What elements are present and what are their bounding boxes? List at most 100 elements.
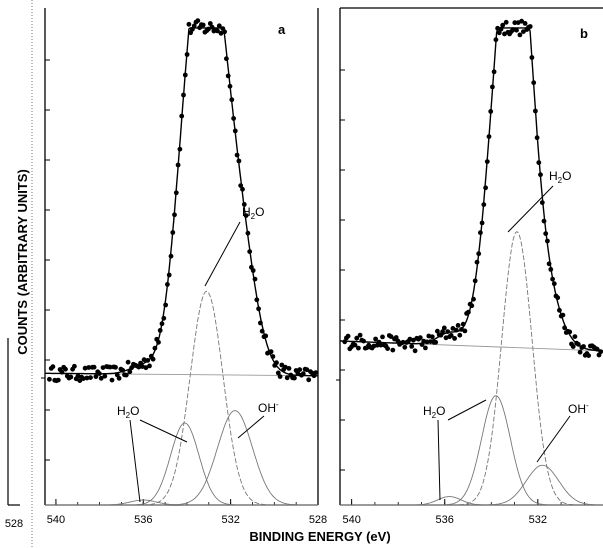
data-point <box>75 373 81 379</box>
component-peak-3 <box>340 464 603 506</box>
data-point <box>152 345 158 351</box>
annotation-label: H2O <box>549 169 571 185</box>
data-point <box>448 333 454 338</box>
data-point <box>385 346 390 351</box>
data-point <box>283 364 288 370</box>
x-tick-label: 532 <box>529 514 547 526</box>
data-point <box>445 329 451 334</box>
data-point <box>545 238 550 244</box>
data-point <box>161 315 167 321</box>
data-point <box>352 342 358 348</box>
data-point <box>270 354 276 359</box>
data-point <box>159 321 165 327</box>
data-point <box>150 356 156 362</box>
data-point <box>250 268 256 273</box>
x-tick-label: 536 <box>134 514 152 526</box>
data-point <box>240 186 245 192</box>
annotation-leader <box>507 185 554 233</box>
data-point <box>546 261 552 267</box>
data-point <box>86 365 92 370</box>
data-point <box>519 18 524 24</box>
data-point <box>172 212 177 218</box>
data-point <box>186 21 192 27</box>
data-point <box>218 30 224 36</box>
data-point <box>215 28 220 34</box>
data-point <box>493 37 499 43</box>
data-point <box>100 365 106 370</box>
data-point <box>354 335 360 341</box>
data-point <box>452 336 457 341</box>
annotation-leader <box>129 419 141 503</box>
component-peak-4 <box>340 496 603 506</box>
data-point <box>469 303 475 309</box>
left-stub-axes: 528 <box>5 0 33 548</box>
data-point <box>109 377 115 383</box>
data-point <box>286 366 292 371</box>
data-point <box>297 367 303 372</box>
data-point <box>93 374 99 379</box>
data-point <box>562 325 567 331</box>
data-point <box>229 97 235 103</box>
data-point <box>388 334 394 339</box>
data-point <box>550 276 555 282</box>
data-point <box>390 347 396 353</box>
data-point <box>503 19 509 25</box>
data-point <box>356 345 361 351</box>
data-point <box>234 152 240 158</box>
x-tick-label: 536 <box>436 514 454 526</box>
data-point <box>433 339 439 345</box>
data-point <box>455 323 461 328</box>
data-point <box>207 21 213 26</box>
annotation-leader <box>536 415 571 463</box>
data-point <box>483 185 488 191</box>
data-point <box>259 328 265 334</box>
data-point <box>512 20 518 26</box>
data-point <box>97 371 102 376</box>
data-point <box>429 334 435 340</box>
data-point <box>156 339 161 345</box>
x-tick-label: 540 <box>47 514 65 526</box>
data-point <box>357 332 363 338</box>
data-point <box>534 135 540 141</box>
data-point <box>572 334 578 339</box>
data-point <box>486 134 492 140</box>
data-point <box>560 312 566 318</box>
data-point <box>510 27 516 33</box>
data-point <box>279 362 285 368</box>
data-point <box>236 158 242 164</box>
data-point <box>277 374 283 379</box>
data-point <box>181 92 186 98</box>
data-point <box>548 267 554 272</box>
data-point <box>268 349 274 355</box>
left-stub-tick-label: 528 <box>5 518 23 530</box>
data-point <box>423 345 428 351</box>
data-point <box>55 377 61 383</box>
data-point <box>147 363 152 369</box>
component-peak-4 <box>45 499 318 506</box>
data-point <box>555 295 561 301</box>
data-point <box>570 344 576 349</box>
annotation-leader <box>139 419 188 443</box>
data-point <box>163 302 169 308</box>
data-point <box>460 321 466 327</box>
data-point <box>284 375 290 381</box>
data-point <box>173 190 179 196</box>
data-point <box>304 367 310 373</box>
data-point <box>466 309 471 315</box>
x-tick-label: 532 <box>221 514 239 526</box>
data-point <box>184 52 190 57</box>
data-point <box>116 375 122 381</box>
data-point <box>170 230 176 235</box>
data-point <box>313 370 319 375</box>
data-point <box>145 358 151 363</box>
data-point <box>179 113 185 119</box>
data-point <box>533 108 538 114</box>
data-point <box>441 325 447 331</box>
data-point <box>491 69 497 75</box>
data-point <box>209 24 215 30</box>
data-point <box>472 278 478 284</box>
data-point <box>581 344 586 349</box>
data-point <box>435 328 440 334</box>
data-point <box>238 183 244 189</box>
